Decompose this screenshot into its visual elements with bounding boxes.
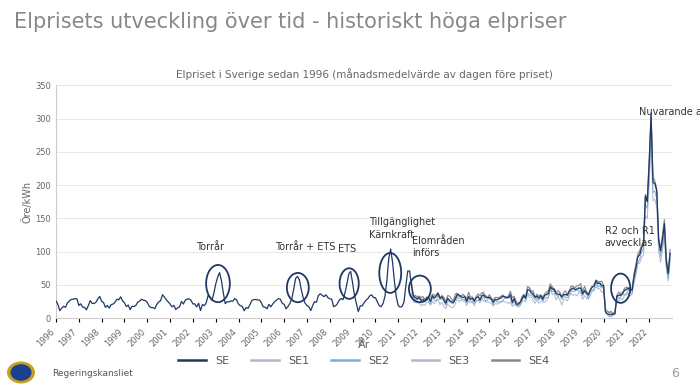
SE4 [666,247,674,252]
Line: SE1: SE1 [412,142,670,317]
SE3 [497,294,505,299]
Text: Nuvarande ansträngda läge: Nuvarande ansträngda läge [639,107,700,117]
SE [666,251,674,256]
Y-axis label: Öre/kWh: Öre/kWh [22,181,32,223]
Text: Torrår: Torrår [196,242,224,252]
SE [52,298,60,303]
SE3 [611,312,620,317]
Line: SE2: SE2 [412,126,670,316]
Legend: SE, SE1, SE2, SE3, SE4: SE, SE1, SE2, SE3, SE4 [174,352,554,371]
SE1 [647,140,655,145]
SE1 [407,291,416,295]
SE1 [522,300,530,304]
SE2 [607,314,615,318]
SE1 [503,300,511,305]
SE2 [609,312,617,317]
SE [609,312,617,317]
SE4 [497,294,505,298]
SE1 [567,291,575,296]
SE4 [503,295,511,300]
Line: SE4: SE4 [412,112,670,314]
Text: Tillgänglighet
Kärnkraft: Tillgänglighet Kärnkraft [369,217,435,240]
SE [466,297,475,301]
SE [630,275,638,279]
Title: Elpriset i Sverige sedan 1996 (månadsmedelvärde av dagen före priset): Elpriset i Sverige sedan 1996 (månadsmed… [176,69,552,80]
Text: Elprisets utveckling över tid - historiskt höga elpriser: Elprisets utveckling över tid - historis… [14,12,566,32]
SE [141,298,150,303]
Text: Elområden
införs: Elområden införs [412,236,465,258]
Text: 6: 6 [671,367,679,380]
SE1 [666,259,674,263]
SE4 [607,309,615,314]
SE4 [522,294,530,299]
SE4 [407,279,416,284]
SE2 [497,299,505,304]
SE [512,301,520,306]
Text: R2 och R1
avvecklas: R2 och R1 avvecklas [605,226,654,248]
Text: Regeringskansliet: Regeringskansliet [52,369,134,378]
SE4 [567,284,575,288]
SE4 [647,110,655,114]
SE2 [567,289,575,293]
SE3 [666,252,674,257]
SE4 [609,312,617,317]
SE3 [503,295,511,300]
SE2 [647,124,655,129]
SE [573,287,581,291]
SE1 [607,315,615,319]
Line: SE: SE [56,115,670,315]
SE3 [522,296,530,301]
SE2 [522,297,530,302]
Text: Torrår + ETS: Torrår + ETS [275,242,335,252]
SE2 [444,300,452,305]
SE1 [497,300,505,305]
SE3 [444,298,452,303]
Circle shape [11,365,31,380]
SE1 [609,312,617,317]
SE2 [666,256,674,261]
SE [217,278,225,283]
SE2 [407,288,416,292]
SE3 [647,114,655,119]
SE3 [567,287,575,291]
SE3 [607,310,615,315]
SE4 [444,293,452,298]
SE3 [407,282,416,286]
Text: ETS: ETS [338,244,356,254]
SE2 [503,296,511,301]
SE [647,113,655,117]
Text: År: År [358,340,370,350]
SE1 [444,302,452,307]
Line: SE3: SE3 [412,116,670,315]
Circle shape [8,362,34,383]
